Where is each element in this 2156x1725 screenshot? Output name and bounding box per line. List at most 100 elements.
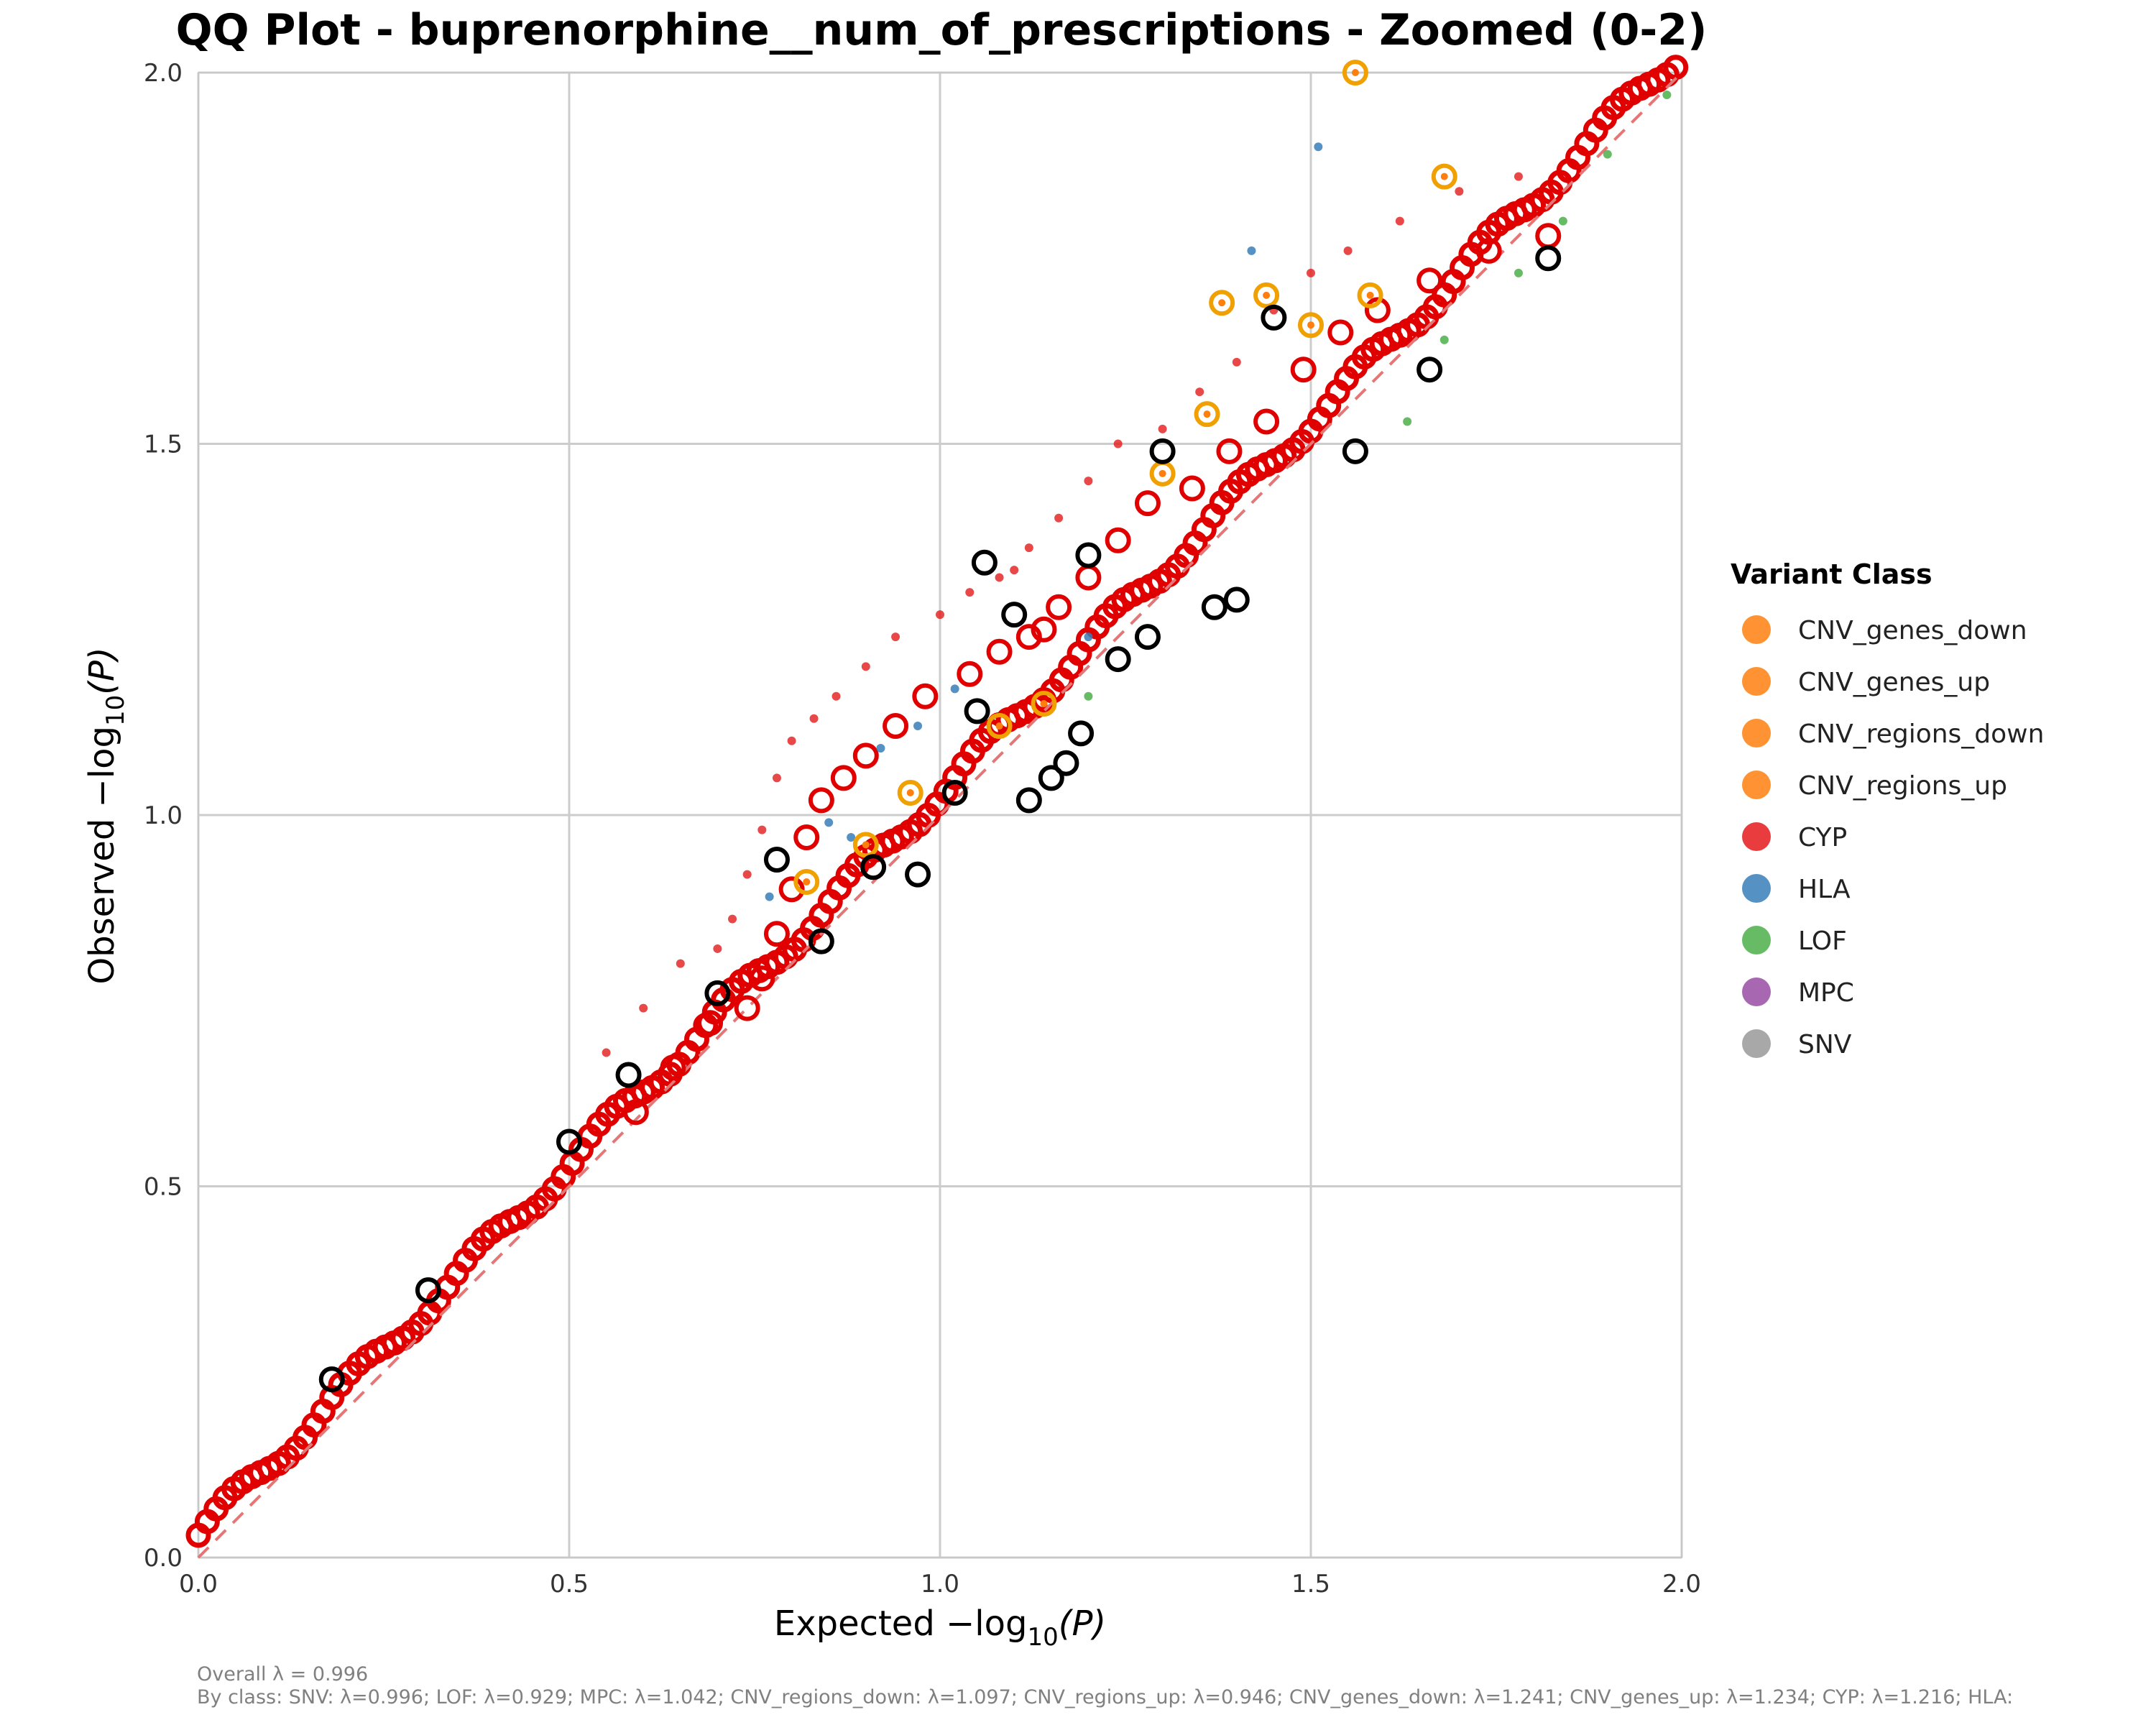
point-hla	[765, 892, 774, 901]
x-tick-label: 0.5	[550, 1570, 589, 1598]
plot-border	[198, 72, 1682, 1558]
y-tick-label: 1.5	[144, 431, 183, 459]
point-cyp	[787, 736, 796, 745]
point-snv	[704, 980, 731, 1006]
point-cyp	[1307, 268, 1315, 277]
point-hla	[1084, 632, 1093, 642]
point-cnv	[995, 722, 1003, 730]
x-axis-label: Expected −log10(P)	[774, 1604, 1106, 1652]
point-lof	[1439, 335, 1449, 344]
point-snv	[905, 861, 931, 888]
y-tick-label: 0.0	[144, 1544, 183, 1573]
point-cnv-ring	[1209, 290, 1235, 316]
point-hla	[824, 818, 834, 827]
legend-title: Variant Class	[1731, 558, 1932, 590]
point-cyp-highlight	[1105, 527, 1131, 553]
legend-swatch	[1742, 978, 1771, 1006]
point-cyp-highlight	[749, 965, 775, 992]
legend-label: CYP	[1798, 823, 1847, 852]
point-cyp	[1343, 246, 1353, 255]
point-cnv	[1040, 700, 1048, 708]
point-cnv-ring	[852, 832, 879, 858]
point-cyp-highlight	[1179, 475, 1205, 502]
point-cyp-highlight	[1075, 564, 1102, 591]
point-cyp-highlight	[1535, 223, 1562, 249]
y-tick-label: 0.5	[144, 1173, 183, 1202]
x-tick-label: 0.0	[179, 1570, 218, 1598]
legend-label: HLA	[1798, 875, 1851, 904]
point-snv	[763, 846, 790, 873]
tick-labels: 0.0 0.5 1.0 1.5 2.0 0.0 0.5 1.0 1.5 2.0	[144, 59, 1701, 1598]
point-hla	[1314, 142, 1323, 152]
point-cyp	[995, 573, 1004, 582]
point-cyp-highlight	[1416, 267, 1443, 294]
point-cnv-ring	[897, 780, 923, 806]
point-cyp-highlight	[1046, 594, 1072, 620]
point-hla	[876, 744, 885, 753]
point-cyp-highlight	[1134, 490, 1161, 517]
legend-swatch	[1742, 667, 1771, 696]
point-hla	[913, 722, 923, 731]
x-tick-label: 2.0	[1662, 1570, 1701, 1598]
point-cyp-highlight	[957, 661, 983, 687]
point-cyp-highlight	[912, 683, 939, 709]
point-cnv-ring	[986, 713, 1013, 740]
point-cyp	[602, 1048, 611, 1057]
point-cnv-ring	[1298, 312, 1324, 339]
point-cnv	[862, 841, 870, 849]
point-cyp	[772, 773, 781, 783]
legend-swatch	[1742, 1029, 1771, 1058]
chart-title: QQ Plot - buprenorphine__num_of_prescrip…	[176, 5, 1708, 55]
point-snv	[1535, 245, 1562, 272]
y-axis-label-prefix: Observed −log	[82, 726, 122, 985]
point-snv	[1053, 750, 1079, 776]
point-cyp	[1195, 387, 1204, 397]
point-cyp	[1232, 357, 1241, 367]
x-tick-label: 1.0	[921, 1570, 959, 1598]
point-cyp	[1395, 216, 1404, 226]
point-cyp	[831, 691, 841, 701]
caption-class-lambdas: By class: SNV: λ=0.996; LOF: λ=0.929; MP…	[197, 1686, 2013, 1708]
point-snv	[1342, 438, 1368, 464]
point-snv	[1068, 720, 1095, 747]
point-cyp	[728, 914, 737, 924]
point-cyp-highlight	[883, 713, 909, 740]
point-snv	[1001, 602, 1028, 628]
legend-swatch	[1742, 770, 1771, 799]
point-cnv	[1158, 469, 1166, 477]
point-cyp-highlight	[808, 787, 834, 814]
x-axis-label-base: 10	[1027, 1623, 1058, 1652]
legend-label: CNV_regions_up	[1798, 771, 2007, 801]
point-cyp-highlight	[830, 765, 857, 791]
point-snv	[971, 549, 998, 576]
point-cyp	[861, 662, 870, 671]
point-cyp	[1010, 566, 1019, 575]
point-cyp	[676, 959, 685, 968]
point-cnv-ring	[1431, 163, 1457, 190]
point-cyp-highlight	[1290, 356, 1317, 383]
point-snv	[318, 1366, 345, 1393]
point-cyp-highlight	[1031, 616, 1057, 643]
point-lof	[1558, 216, 1567, 226]
point-cyp-highlight	[1327, 319, 1354, 346]
point-lof	[1662, 90, 1672, 99]
point-cyp	[965, 588, 975, 597]
point-cnv	[1263, 291, 1271, 299]
legend-label: LOF	[1798, 926, 1847, 956]
point-cyp	[891, 632, 900, 642]
legend-label: MPC	[1798, 978, 1854, 1008]
point-cyp	[639, 1003, 648, 1013]
reference-line	[197, 71, 1683, 1559]
point-cyp-highlight	[778, 876, 805, 903]
point-lof	[1403, 417, 1412, 426]
point-cyp-highlight	[852, 742, 879, 769]
point-snv	[1075, 542, 1102, 569]
legend-label: SNV	[1798, 1030, 1852, 1059]
point-snv	[1416, 356, 1443, 383]
point-cyp	[1455, 187, 1464, 196]
point-cnv	[1203, 410, 1211, 418]
point-cyp	[936, 610, 944, 620]
point-cnv-ring	[1342, 60, 1368, 86]
point-cyp	[1514, 172, 1523, 181]
legend-swatch	[1742, 822, 1771, 851]
